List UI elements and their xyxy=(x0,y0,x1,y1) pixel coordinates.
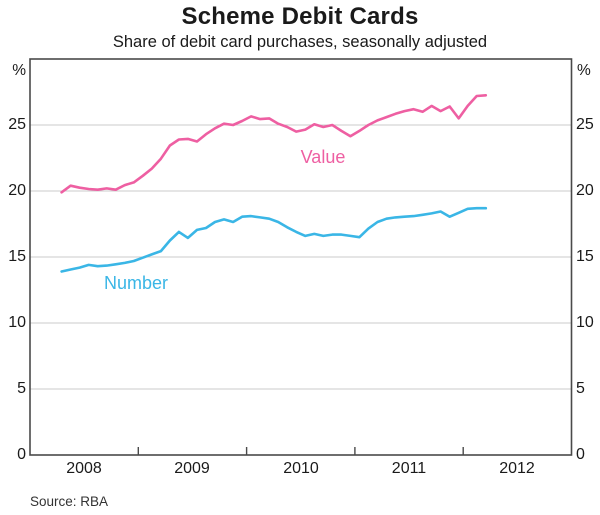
y-tick-label-left-10: 10 xyxy=(8,314,26,331)
y-axis-unit-left: % xyxy=(12,62,26,79)
y-tick-label-right-20: 20 xyxy=(576,182,594,199)
value-series-label: Value xyxy=(300,147,346,167)
x-year-label-2010: 2010 xyxy=(283,460,319,477)
chart-subtitle: Share of debit card purchases, seasonall… xyxy=(112,33,488,51)
y-axis-unit-right: % xyxy=(577,62,591,79)
y-tick-label-right-10: 10 xyxy=(576,314,594,331)
x-year-label-2008: 2008 xyxy=(66,460,102,477)
chart-title: Scheme Debit Cards xyxy=(181,3,419,30)
y-tick-label-right-5: 5 xyxy=(576,380,585,397)
y-tick-label-left-0: 0 xyxy=(17,446,26,463)
y-tick-label-right-25: 25 xyxy=(576,116,594,133)
source-note: Source: RBA xyxy=(30,494,109,509)
y-tick-label-left-15: 15 xyxy=(8,248,26,265)
y-tick-label-left-20: 20 xyxy=(8,182,26,199)
number-line xyxy=(60,206,488,273)
plot-frame xyxy=(29,58,573,456)
y-tick-label-right-15: 15 xyxy=(576,248,594,265)
y-tick-label-left-25: 25 xyxy=(8,116,26,133)
number-series-label: Number xyxy=(103,273,169,293)
x-year-label-2009: 2009 xyxy=(174,460,210,477)
x-year-label-2012: 2012 xyxy=(499,460,535,477)
y-tick-label-right-0: 0 xyxy=(576,446,585,463)
x-year-label-2011: 2011 xyxy=(391,460,427,477)
value-line xyxy=(60,94,488,194)
y-tick-label-left-5: 5 xyxy=(17,380,26,397)
